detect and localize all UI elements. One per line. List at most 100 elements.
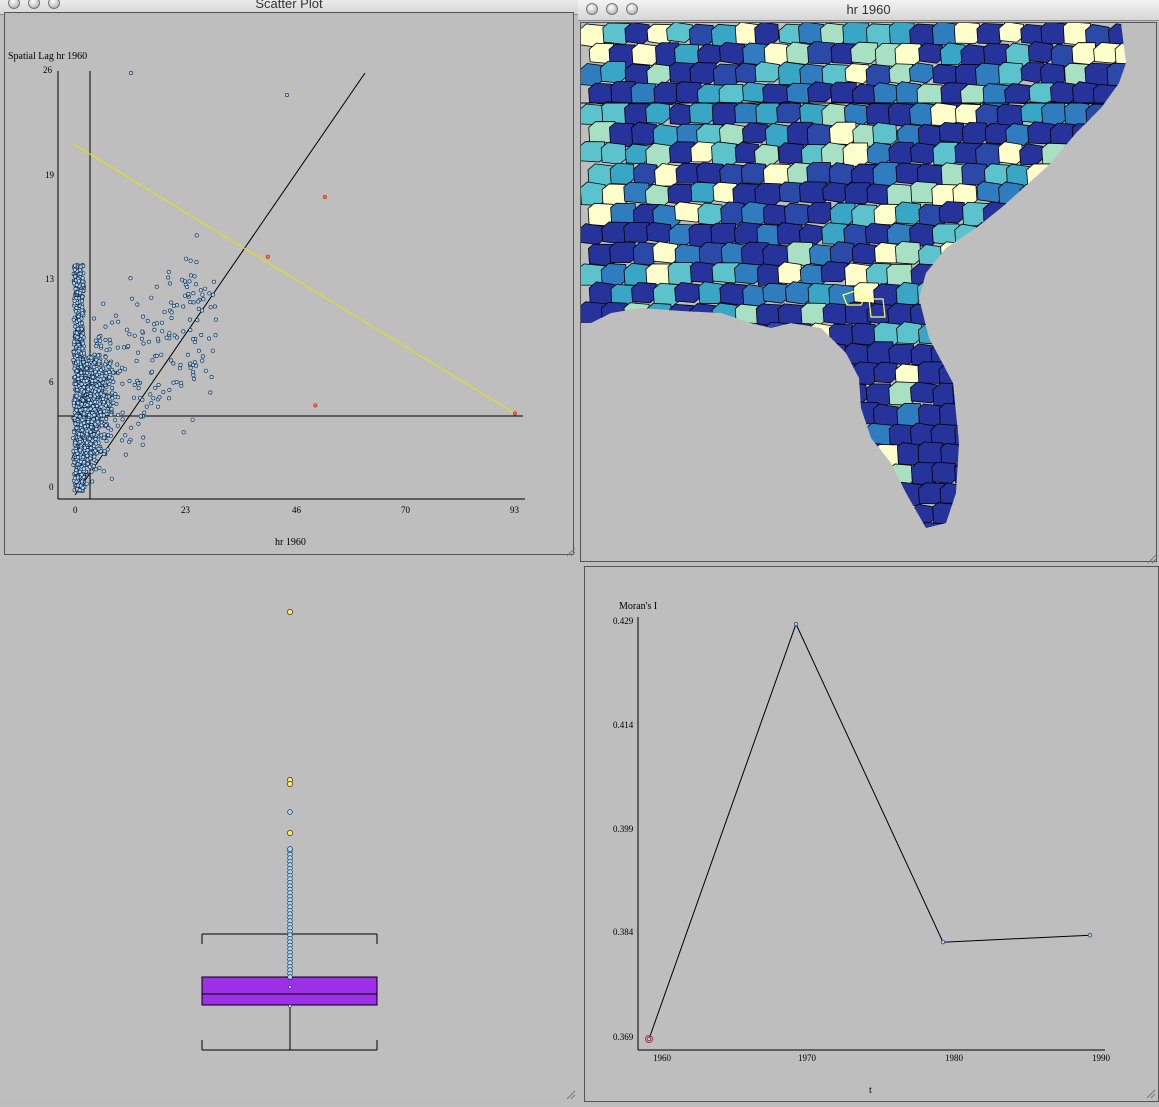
county-polygon — [1107, 103, 1126, 125]
scatter-point — [77, 488, 82, 493]
county-polygon — [894, 241, 922, 265]
county-polygon — [652, 241, 680, 264]
county-polygon — [961, 121, 988, 145]
county-polygon — [1020, 502, 1049, 527]
county-polygon — [800, 422, 829, 446]
scatter-point — [116, 319, 121, 324]
minimize-icon[interactable] — [606, 3, 618, 15]
county-polygon — [1005, 483, 1033, 506]
scatter-point — [74, 331, 79, 336]
county-polygon — [844, 542, 868, 561]
scatter-point — [74, 425, 79, 430]
line-ytick-0429: 0.429 — [613, 616, 634, 626]
scatter-point — [96, 430, 101, 435]
scatter-point — [80, 311, 85, 316]
county-polygon — [888, 141, 915, 167]
scatter-point — [136, 350, 141, 355]
county-polygon — [688, 23, 715, 46]
county-polygon — [711, 141, 738, 167]
county-polygon — [1092, 83, 1120, 108]
map-window[interactable]: hr 1960 — [578, 0, 1159, 566]
scatter-point — [88, 401, 93, 406]
county-polygon — [1108, 261, 1126, 284]
county-polygon — [668, 381, 696, 406]
line-xtick-1970: 1970 — [798, 1053, 817, 1063]
box-plot[interactable] — [0, 566, 578, 1102]
county-polygon — [1153, 23, 1156, 43]
county-polygon — [985, 483, 1013, 506]
scatter-point — [98, 338, 103, 343]
county-polygon — [652, 323, 679, 347]
county-polygon — [888, 343, 916, 366]
county-polygon — [960, 241, 987, 265]
scatter-plot-area[interactable]: Spatial Lag hr 1960 hr 1960 26 19 13 6 0… — [4, 12, 574, 555]
resize-grip-icon[interactable] — [1146, 1089, 1156, 1099]
county-polygon — [711, 302, 739, 326]
county-polygons[interactable] — [581, 23, 1156, 561]
scatter-point — [157, 395, 162, 400]
scatter-point — [99, 374, 104, 379]
close-icon[interactable] — [8, 0, 20, 9]
scatter-point — [192, 274, 197, 279]
county-polygon — [960, 281, 987, 307]
scatter-highlight-point — [265, 254, 270, 259]
county-polygon — [610, 441, 639, 466]
resize-grip-icon[interactable] — [1147, 554, 1157, 564]
county-polygon — [581, 223, 605, 245]
box-plot-window[interactable] — [0, 566, 578, 1102]
zoom-icon[interactable] — [626, 3, 638, 15]
morans-i-line-chart[interactable]: Moran's I t 0.429 0.414 0.399 0.384 0.36… — [585, 567, 1158, 1101]
county-polygon — [755, 381, 782, 407]
county-polygon — [777, 381, 806, 403]
scatter-point — [89, 425, 94, 430]
box-highlight-point — [287, 781, 293, 787]
county-polygon — [1050, 163, 1076, 188]
scatter-point — [76, 483, 81, 488]
choropleth-map[interactable] — [581, 23, 1156, 561]
close-icon[interactable] — [586, 3, 598, 15]
zoom-icon[interactable] — [48, 0, 60, 9]
county-polygon — [1049, 521, 1075, 528]
county-polygon — [866, 542, 891, 561]
minimize-icon[interactable] — [28, 0, 40, 9]
county-polygon — [954, 462, 980, 484]
resize-grip-icon[interactable] — [566, 1090, 576, 1100]
county-polygon — [601, 301, 629, 327]
county-polygon — [864, 222, 892, 246]
scatter-point — [149, 295, 154, 300]
county-polygon — [622, 503, 648, 525]
county-polygon — [654, 441, 682, 466]
morans-i-window[interactable]: Moran's I t 0.429 0.414 0.399 0.384 0.36… — [584, 566, 1159, 1102]
county-polygon — [786, 482, 814, 506]
map-window-titlebar[interactable]: hr 1960 — [578, 0, 1159, 21]
map-area[interactable] — [580, 22, 1157, 562]
scatter-point — [187, 317, 192, 322]
county-polygon — [719, 322, 745, 344]
scatter-point — [124, 327, 129, 332]
scatter-point — [82, 460, 87, 465]
county-polygon — [997, 141, 1024, 165]
scatter-point — [101, 393, 106, 398]
scatter-point — [74, 479, 79, 484]
county-polygon — [932, 141, 959, 167]
scatter-plot-window[interactable]: Scatter Plot Spatial Lag hr 1960 hr 1960… — [0, 0, 578, 559]
scatter-point — [74, 408, 79, 413]
county-polygon — [1114, 243, 1126, 265]
county-polygon — [697, 202, 724, 226]
resize-grip-icon[interactable] — [566, 547, 576, 557]
scatter-svg[interactable]: Spatial Lag hr 1960 hr 1960 26 19 13 6 0… — [5, 13, 573, 554]
county-polygon — [1004, 83, 1033, 105]
county-polygon — [939, 402, 966, 427]
scatter-point — [156, 336, 161, 341]
county-polygon — [1018, 423, 1046, 448]
county-polygon — [864, 502, 891, 524]
county-polygon — [711, 381, 739, 406]
scatter-point — [181, 329, 186, 334]
scatter-point — [74, 368, 79, 373]
county-polygon — [851, 322, 877, 346]
county-polygon — [1048, 203, 1077, 227]
county-polygon — [1062, 183, 1091, 205]
county-polygon — [631, 402, 659, 426]
county-polygon — [600, 503, 628, 527]
scatter-point — [132, 333, 137, 338]
